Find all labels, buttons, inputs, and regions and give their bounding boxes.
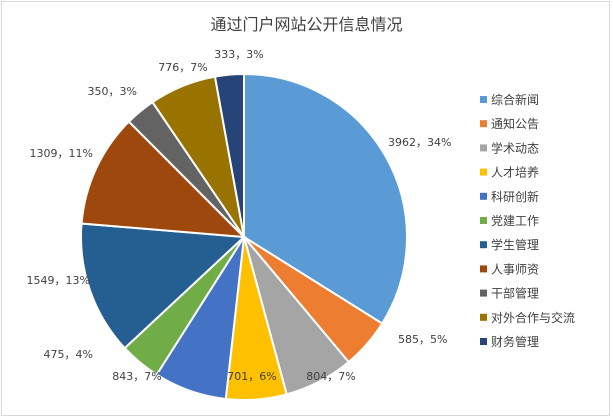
data-label: 701，6% xyxy=(227,370,276,383)
legend-item-label: 财务管理 xyxy=(491,334,539,349)
pie-slice xyxy=(80,120,247,239)
legend-item-label: 学术动态 xyxy=(491,140,539,155)
data-label: 1549，13% xyxy=(27,274,90,287)
legend-item-label: 人事师资 xyxy=(491,262,539,276)
legend-swatch xyxy=(480,144,487,152)
legend-swatch xyxy=(480,338,487,345)
legend-swatch xyxy=(480,313,487,321)
legend-swatch xyxy=(480,241,487,249)
legend-item-label: 通知公告 xyxy=(491,117,539,131)
data-label: 843，7% xyxy=(112,370,161,383)
data-label: 804，7% xyxy=(306,370,355,383)
chart-title: 通过门户网站公开信息情况 xyxy=(210,15,403,34)
legend-swatch xyxy=(480,265,487,273)
data-label: 585，5% xyxy=(398,333,447,346)
legend-swatch xyxy=(480,289,487,297)
legend-item-label: 综合新闻 xyxy=(491,92,539,107)
data-label: 333，3% xyxy=(214,48,263,61)
pie-slice xyxy=(243,72,408,325)
data-label: 3962，34% xyxy=(388,136,451,149)
pie-slice xyxy=(80,222,247,350)
legend-item-label: 党建工作 xyxy=(491,213,539,228)
legend-swatch xyxy=(480,168,487,176)
legend-swatch xyxy=(480,96,487,103)
pie-slice xyxy=(213,72,245,238)
data-label: 1309，11% xyxy=(30,147,93,160)
legend-item-label: 科研创新 xyxy=(491,189,539,204)
data-label: 776，7% xyxy=(158,61,207,74)
legend-item-label: 学生管理 xyxy=(491,237,539,252)
data-label: 350，3% xyxy=(88,85,137,98)
legend-swatch xyxy=(480,192,487,200)
legend-swatch xyxy=(480,120,487,128)
legend-swatch xyxy=(480,217,487,224)
legend-item-label: 对外合作与交流 xyxy=(491,310,575,325)
legend-item-label: 干部管理 xyxy=(491,286,539,301)
data-label: 475，4% xyxy=(44,348,93,361)
legend-item-label: 人才培养 xyxy=(491,165,539,180)
